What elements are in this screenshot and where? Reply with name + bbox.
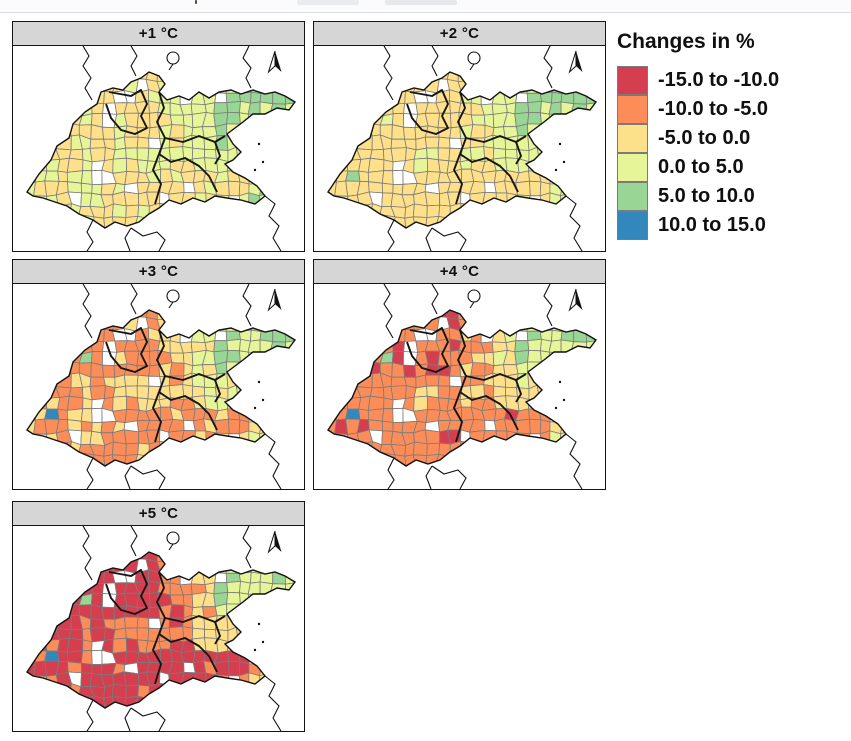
facet-panel-plus3: +3 °C (12, 259, 305, 490)
region-outline (327, 71, 598, 229)
legend-swatch (617, 94, 648, 124)
facet-map-figure: +1 °C +2 °C +3 °C +4 °C +5 °C (0, 14, 851, 741)
facet-panel-plus1: +1 °C (12, 21, 305, 252)
legend-swatch (617, 152, 648, 182)
facet-panel-plus4: +4 °C (313, 259, 606, 490)
choropleth-map-svg (327, 46, 598, 251)
legend: Changes in % -15.0 to -10.0 -10.0 to -5.0… (617, 30, 851, 240)
province-borders (105, 327, 226, 443)
legend-item: -5.0 to 0.0 (617, 123, 851, 153)
province-borders (105, 89, 226, 205)
legend-label: 0.0 to 5.0 (658, 156, 744, 178)
neighbor-borders (383, 284, 583, 489)
legend-swatch (617, 210, 648, 240)
north-arrow-icon (568, 288, 583, 312)
facet-strip: +4 °C (313, 259, 606, 284)
facet-strip: +5 °C (12, 501, 305, 526)
legend-label: -10.0 to -5.0 (658, 98, 769, 120)
legend-item: 5.0 to 10.0 (617, 181, 851, 211)
map-canvas (12, 526, 305, 732)
facet-panel-plus2: +2 °C (313, 21, 606, 252)
facet-strip-label: +5 °C (138, 505, 179, 522)
choropleth-map-svg (26, 526, 297, 731)
north-arrow-icon (267, 288, 282, 312)
north-arrow-icon (267, 530, 282, 554)
legend-label: 10.0 to 15.0 (658, 214, 766, 236)
map-canvas (313, 46, 606, 252)
facet-strip: +2 °C (313, 21, 606, 46)
region-outline (26, 309, 297, 467)
province-borders (406, 89, 527, 205)
chrome-fragment-pill (297, 0, 359, 5)
facet-panel-plus5: +5 °C (12, 501, 305, 732)
chrome-fragment-tick (195, 0, 197, 4)
facet-strip: +3 °C (12, 259, 305, 284)
legend-swatch (617, 181, 648, 211)
region-outline (26, 71, 297, 229)
region-outline (26, 551, 297, 709)
choropleth-map-svg (327, 284, 598, 489)
facet-strip-label: +4 °C (439, 263, 480, 280)
legend-items: -15.0 to -10.0 -10.0 to -5.0 -5.0 to 0.0 0.… (617, 65, 851, 240)
map-canvas (12, 284, 305, 490)
legend-item: 10.0 to 15.0 (617, 210, 851, 240)
chrome-fragment-pill (385, 0, 457, 5)
legend-swatch (617, 123, 648, 153)
north-arrow-icon (267, 50, 282, 74)
neighbor-borders (82, 284, 282, 489)
legend-label: -5.0 to 0.0 (658, 127, 751, 149)
legend-item: -10.0 to -5.0 (617, 94, 851, 124)
facet-strip-label: +3 °C (138, 263, 179, 280)
neighbor-borders (82, 46, 282, 251)
province-borders (406, 327, 527, 443)
map-canvas (12, 46, 305, 252)
choropleth-map-svg (26, 46, 297, 251)
legend-swatch (617, 65, 648, 95)
neighbor-borders (383, 46, 583, 251)
legend-title: Changes in % (617, 30, 755, 53)
legend-item: -15.0 to -10.0 (617, 65, 851, 95)
neighbor-borders (82, 526, 282, 731)
facet-strip: +1 °C (12, 21, 305, 46)
browser-chrome-remnant (0, 0, 851, 13)
legend-item: 0.0 to 5.0 (617, 152, 851, 182)
map-canvas (313, 284, 606, 490)
legend-label: -15.0 to -10.0 (658, 69, 780, 91)
facet-strip-label: +2 °C (439, 25, 480, 42)
choropleth-map-svg (26, 284, 297, 489)
province-borders (105, 569, 226, 685)
region-outline (327, 309, 598, 467)
legend-label: 5.0 to 10.0 (658, 185, 755, 207)
facet-strip-label: +1 °C (138, 25, 179, 42)
north-arrow-icon (568, 50, 583, 74)
